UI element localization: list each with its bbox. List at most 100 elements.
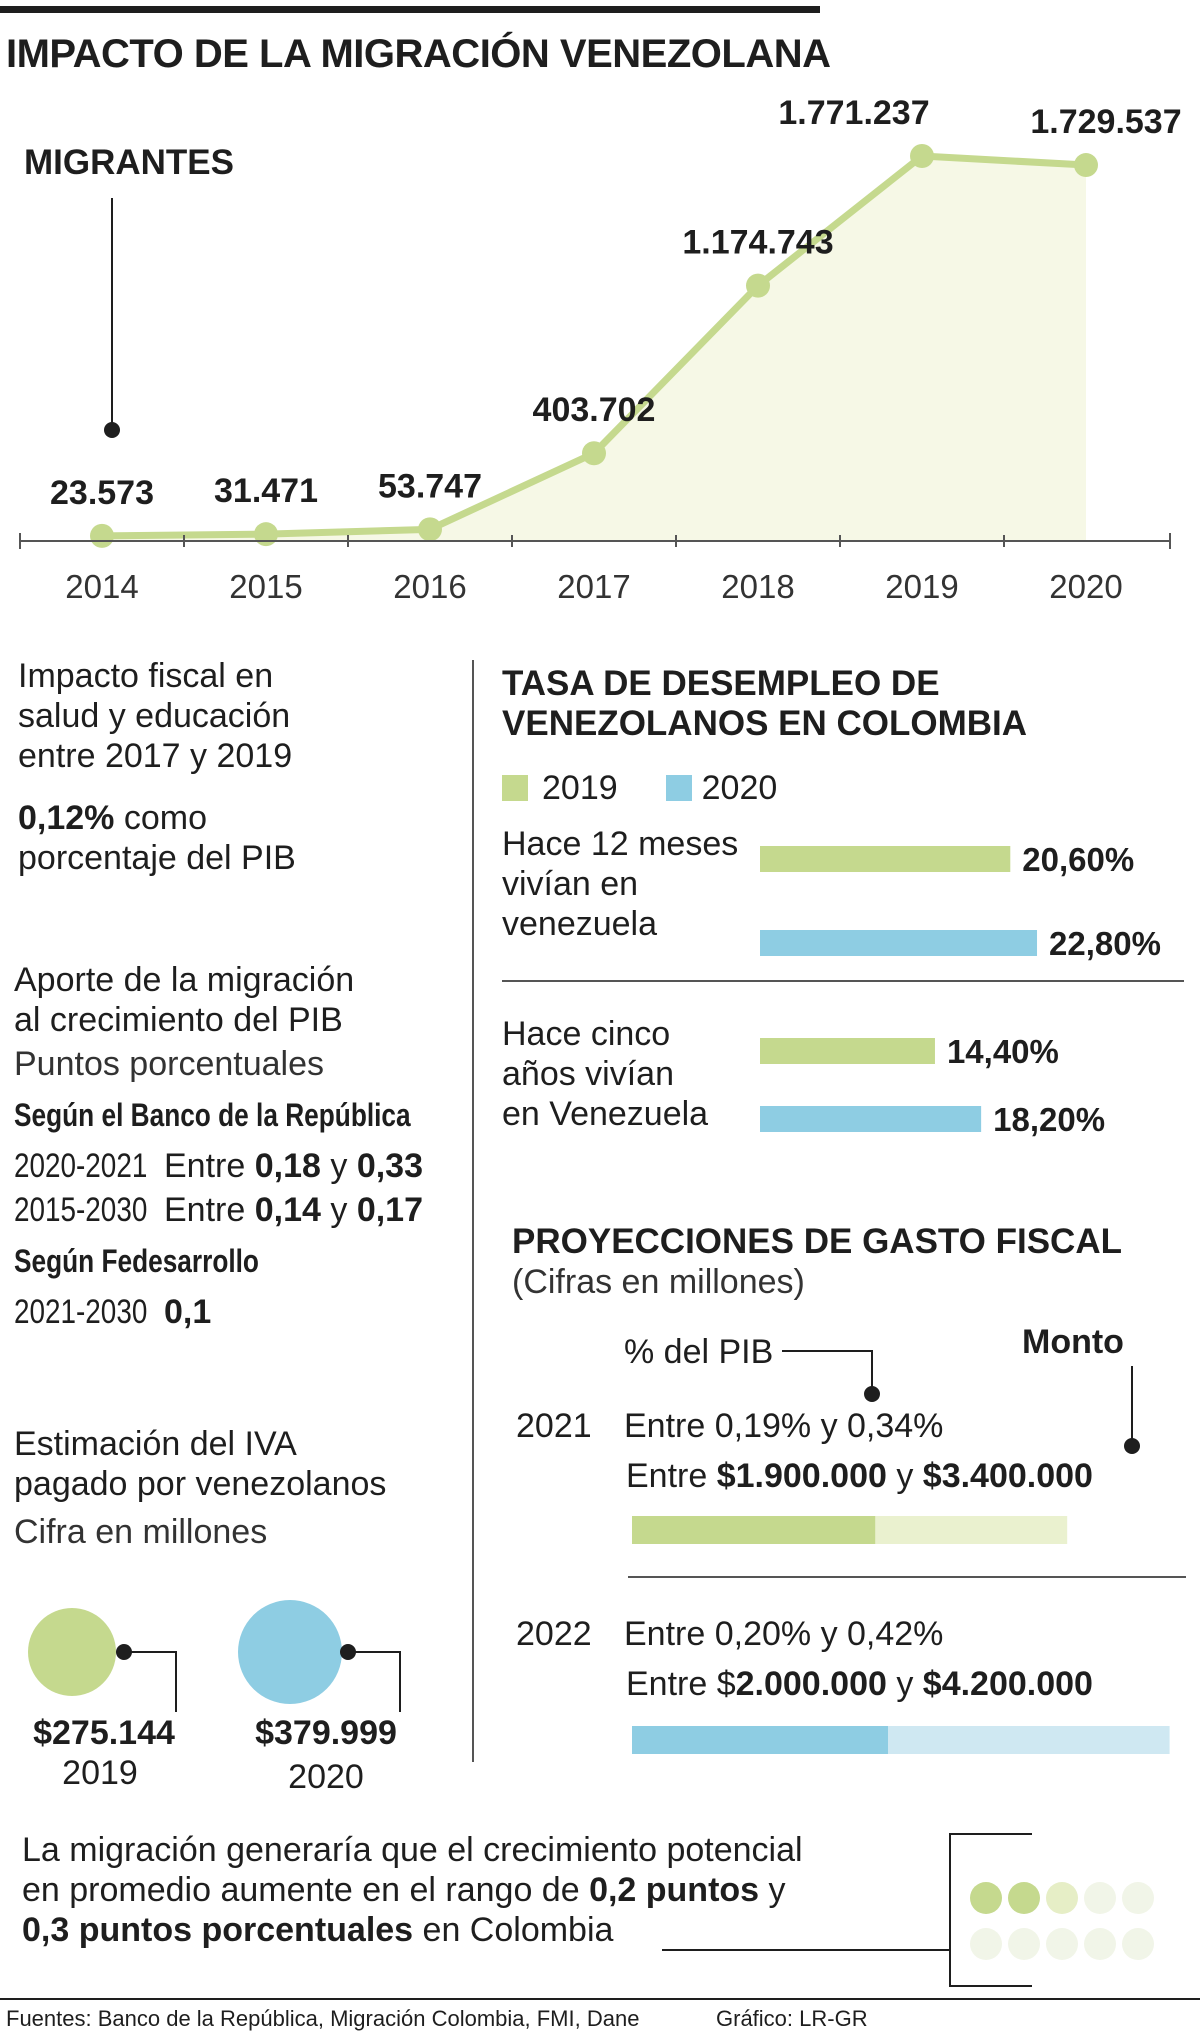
desempleo-title-line: VENEZOLANOS EN COLOMBIA	[502, 704, 1028, 743]
iva-circle-2019	[28, 1608, 116, 1696]
aporte-pre: Entre	[164, 1191, 255, 1229]
aporte-high: 0,17	[356, 1191, 423, 1229]
footer-sources: Fuentes: Banco de la República, Migració…	[6, 2006, 640, 2031]
aporte-value: 0,1	[164, 1293, 212, 1331]
desempleo-bar	[760, 846, 1011, 872]
proyecciones-subtitle: (Cifras en millones)	[512, 1263, 805, 1301]
group-label-line: vivían en	[502, 865, 639, 903]
group-label-line: años vivían	[502, 1055, 674, 1093]
value-label: 403.702	[533, 391, 656, 429]
fiscal-value-line: 0,12% como	[18, 798, 458, 838]
aporte-subtitle: Puntos porcentuales	[14, 1045, 324, 1083]
desempleo-bar-label: 22,80%	[1049, 925, 1161, 962]
value-label: 1.771.237	[778, 94, 929, 132]
value-label: 31.471	[214, 472, 318, 510]
aporte-period: 2020-2021	[14, 1147, 148, 1185]
conclusion-dot	[1008, 1928, 1040, 1960]
conclusion-text: La migración generaría que el crecimient…	[22, 1830, 902, 1950]
migrantes-chart: MIGRANTES 23.573 31.471 53.747 403.702 1.174…	[19, 94, 1182, 605]
aporte-mid: y	[320, 1191, 357, 1229]
monto-pre: Entre $	[626, 1665, 736, 1703]
x-tick-label: 2019	[885, 568, 958, 605]
x-tick-label: 2017	[557, 568, 630, 605]
conclusion-dot	[970, 1882, 1002, 1914]
data-point	[582, 441, 606, 466]
monto-label: Monto	[1022, 1323, 1124, 1361]
monto-high: $4.200.000	[922, 1665, 1093, 1703]
fiscal-value: 0,12%	[18, 799, 115, 837]
aporte-source-fedesarrollo: Según Fedesarrollo	[14, 1243, 259, 1279]
fiscal-block: Impacto fiscal en salud y educación entr…	[18, 656, 458, 878]
desempleo-bar	[760, 930, 1038, 956]
legend-label-2020: 2020	[701, 769, 778, 807]
proy-monto-range: Entre $2.000.000 y $4.200.000	[626, 1664, 1093, 1704]
aporte-title-line: al crecimiento del PIB	[14, 1001, 343, 1039]
proy-pib-range: Entre 0,19% y 0,34%	[624, 1407, 944, 1445]
page-title: IMPACTO DE LA MIGRACIÓN VENEZOLANA	[6, 32, 831, 76]
aporte-period: 2021-2030	[14, 1293, 148, 1331]
conclusion-dot	[1046, 1928, 1078, 1960]
conclusion-post: en Colombia	[413, 1911, 614, 1949]
proy-row-divider	[628, 1576, 1186, 1578]
value-label: 1.174.743	[682, 224, 833, 262]
desempleo-bar-label: 20,60%	[1022, 841, 1134, 878]
desempleo-block: TASA DE DESEMPLEO DE VENEZOLANOS EN COLO…	[502, 664, 1182, 744]
monto-mid: y	[886, 1665, 923, 1703]
value-label: 53.747	[378, 467, 482, 505]
group-label-line: Hace 12 meses	[502, 825, 739, 863]
iva-year-2019: 2019	[62, 1754, 138, 1792]
legend-label-2019: 2019	[542, 769, 618, 807]
proyecciones-header: PROYECCIONES DE GASTO FISCAL (Cifras en …	[512, 1222, 1192, 1302]
conclusion-line: La migración generaría que el crecimient…	[22, 1831, 803, 1869]
conclusion-dot	[1008, 1882, 1040, 1914]
conclusion-dot	[1122, 1928, 1154, 1960]
pib-leader-dot	[864, 1386, 880, 1402]
iva-circles: $275.144 2019 $379.999 2020	[28, 1600, 401, 1796]
desempleo-bar	[760, 1038, 935, 1064]
conclusion-pre: en promedio aumente en el rango de	[22, 1871, 590, 1909]
monto-pre: Entre	[626, 1457, 717, 1495]
iva-leader-2019	[124, 1651, 177, 1712]
monto-mid: y	[886, 1457, 923, 1495]
fiscal-value-line2: porcentaje del PIB	[18, 839, 296, 877]
value-label: 23.573	[50, 474, 154, 512]
desempleo-group-label: Hace cinco años vivían en Venezuela	[502, 1014, 762, 1134]
monto-low: 2.000.000	[735, 1665, 887, 1703]
aporte-row: 2021-2030 0,1	[14, 1292, 474, 1332]
pib-label: % del PIB	[624, 1333, 774, 1371]
proy-year: 2021	[516, 1407, 592, 1445]
legend-swatch-2020	[665, 775, 692, 801]
conclusion-dots	[662, 1833, 1154, 1987]
desempleo-bar	[760, 1106, 982, 1132]
proy-pib-range: Entre 0,20% y 0,42%	[624, 1615, 944, 1653]
conclusion-dot	[1046, 1882, 1078, 1914]
aporte-high: 0,33	[356, 1147, 423, 1185]
group-label-line: venezuela	[502, 905, 658, 943]
x-tick-label: 2018	[721, 568, 794, 605]
aporte-row: 2020-2021 Entre 0,18 y 0,33	[14, 1146, 474, 1186]
area-fill	[102, 155, 1086, 541]
top-rule	[0, 6, 820, 13]
iva-subtitle: Cifra en millones	[14, 1513, 268, 1551]
x-tick-label: 2016	[393, 568, 466, 605]
chart-title: MIGRANTES	[24, 143, 234, 182]
iva-amount-2020: $379.999	[255, 1714, 397, 1752]
proy-low-bar	[632, 1516, 876, 1544]
monto-low: $1.900.000	[716, 1457, 887, 1495]
data-point	[254, 522, 278, 547]
data-point	[90, 523, 114, 548]
iva-block: Estimación del IVA pagado por venezolano…	[14, 1424, 474, 1552]
conclusion-bold-low: 0,2 puntos	[589, 1871, 760, 1909]
iva-leader-2020	[348, 1651, 401, 1712]
fiscal-title-line: salud y educación	[18, 697, 291, 735]
aporte-low: 0,18	[254, 1147, 321, 1185]
monto-leader-dot	[1124, 1438, 1140, 1454]
x-tick-label: 2015	[229, 568, 302, 605]
iva-title-line: Estimación del IVA	[14, 1425, 297, 1463]
conclusion-line: 0,3 puntos porcentuales en Colombia	[22, 1910, 902, 1950]
desempleo-title-line: TASA DE DESEMPLEO DE	[502, 664, 940, 703]
desempleo-bar-label: 14,40%	[947, 1033, 1059, 1070]
title-leader-dot	[104, 422, 120, 438]
pib-leader	[782, 1350, 873, 1392]
desempleo-group-divider	[502, 980, 1184, 982]
